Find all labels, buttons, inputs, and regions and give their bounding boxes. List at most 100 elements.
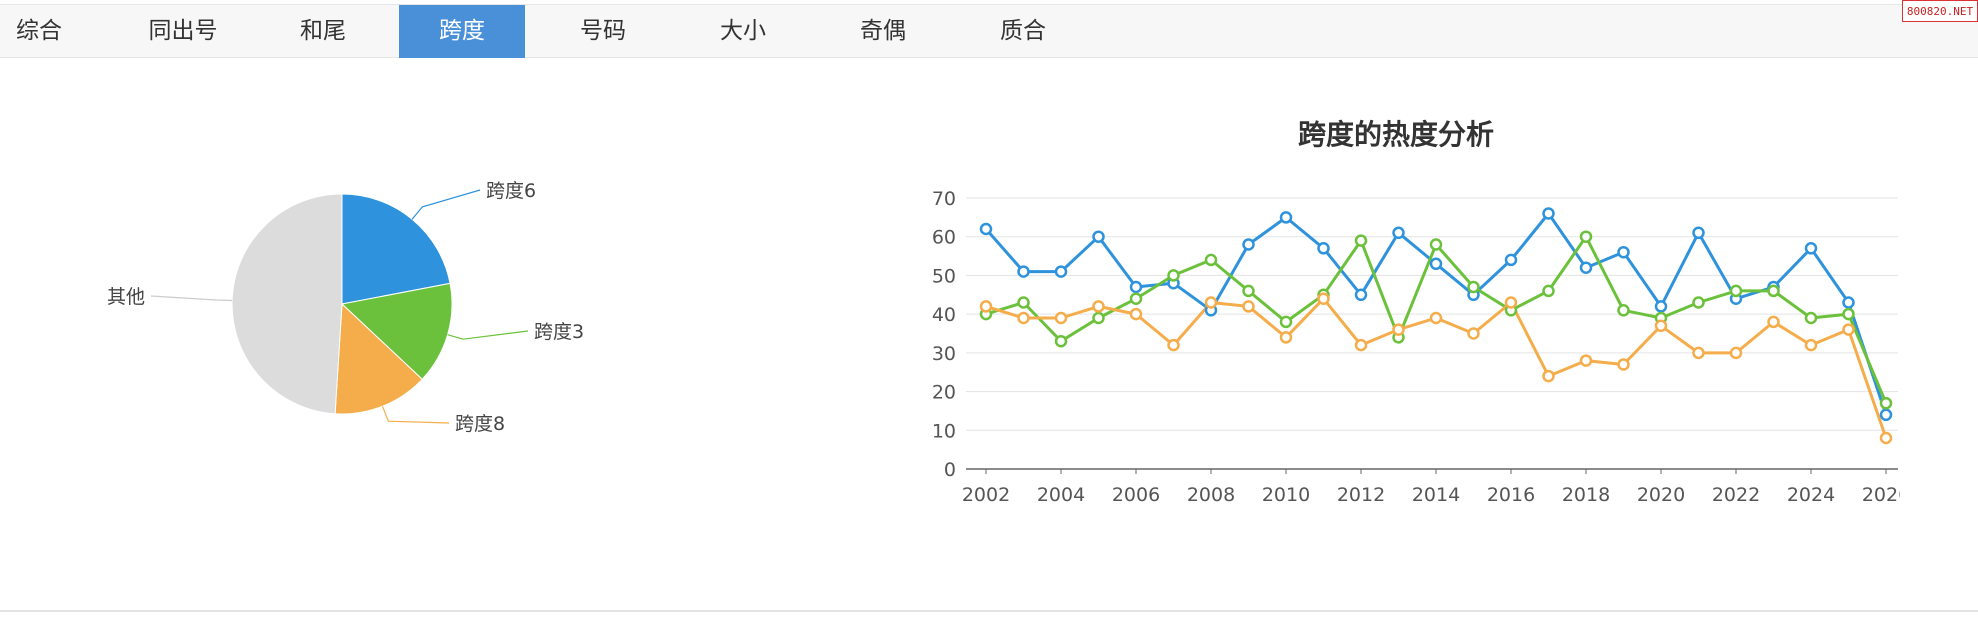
data-point[interactable] [1879,431,1893,445]
y-tick-label: 0 [944,459,956,481]
data-point[interactable] [1804,311,1818,325]
data-point[interactable] [1804,338,1818,352]
data-point[interactable] [1054,265,1068,278]
pie-slice[interactable] [341,193,451,305]
data-point[interactable] [1054,334,1068,348]
data-point[interactable] [1129,307,1143,321]
data-point[interactable] [1242,300,1255,313]
data-point[interactable] [1129,280,1143,294]
data-point[interactable] [1654,319,1668,333]
data-point[interactable] [1017,311,1030,325]
data-point[interactable] [1279,331,1293,344]
data-point[interactable] [1354,338,1368,352]
data-point[interactable] [1317,242,1330,255]
data-point[interactable] [1167,338,1180,352]
data-point[interactable] [1204,253,1218,267]
data-point[interactable] [1692,346,1705,360]
data-point[interactable] [1317,292,1330,305]
data-point[interactable] [1729,346,1743,360]
data-point[interactable] [1842,296,1855,309]
x-tick-label: 2024 [1787,484,1835,506]
tab-zonghe[interactable]: 综合 [16,18,62,44]
data-point[interactable] [1092,300,1105,313]
tab-tongchuhao[interactable]: 同出号 [148,18,218,44]
data-point[interactable] [1804,242,1818,255]
data-point[interactable] [1279,211,1293,224]
y-tick-label: 70 [932,188,956,210]
data-point[interactable] [979,222,993,236]
x-tick-label: 2006 [1112,484,1160,506]
data-point[interactable] [1017,265,1030,278]
tab-zhihe[interactable]: 质合 [1000,18,1046,44]
data-point[interactable] [1467,327,1480,340]
pie-label: 其他 [107,286,145,308]
data-point[interactable] [1542,284,1555,298]
data-point[interactable] [1129,292,1143,305]
data-point[interactable] [1579,230,1593,243]
data-point[interactable] [1617,245,1630,259]
x-tick-label: 2010 [1262,484,1310,506]
data-point[interactable] [1392,323,1405,336]
pie-label-line [150,295,233,302]
tab-kuadu[interactable]: 跨度 [399,5,525,58]
data-point[interactable] [1692,226,1705,240]
data-point[interactable] [1729,284,1743,298]
data-point[interactable] [1842,307,1855,321]
data-point[interactable] [1617,304,1630,317]
tab-daxiao[interactable]: 大小 [720,18,766,44]
data-point[interactable] [1542,369,1555,383]
y-tick-label: 30 [932,343,956,365]
data-point[interactable] [1167,269,1180,282]
data-point[interactable] [1879,396,1893,410]
data-point[interactable] [1767,284,1780,298]
y-tick-label: 20 [932,382,956,404]
data-point[interactable] [1242,238,1255,251]
data-point[interactable] [1279,315,1293,329]
data-point[interactable] [1542,207,1555,220]
data-point[interactable] [1879,408,1893,422]
x-tick-label: 2002 [962,484,1010,506]
x-tick-label: 2008 [1187,484,1235,506]
data-point[interactable] [1242,284,1255,298]
data-point[interactable] [1504,253,1518,267]
pie-label: 跨度3 [534,321,584,343]
tab-hewei[interactable]: 和尾 [300,18,346,44]
x-tick-label: 2022 [1712,484,1760,506]
tab-bar: 综合 同出号 和尾 跨度 号码 大小 奇偶 质合 [0,4,1978,58]
data-point[interactable] [1504,296,1518,309]
y-tick-label: 10 [932,420,956,442]
y-tick-label: 40 [932,304,956,326]
data-point[interactable] [979,300,993,313]
data-point[interactable] [1767,315,1780,329]
data-point[interactable] [1429,311,1443,325]
data-point[interactable] [1054,311,1068,325]
data-point[interactable] [1204,296,1218,309]
tab-haoma[interactable]: 号码 [580,18,626,44]
y-tick-label: 60 [932,227,956,249]
pie-label-line [381,406,450,424]
data-point[interactable] [1092,311,1105,325]
x-tick-label: 2016 [1487,484,1535,506]
pie-label-line [411,189,481,220]
pie-slice[interactable] [231,193,343,415]
data-point[interactable] [1654,300,1668,313]
tab-jiou[interactable]: 奇偶 [860,18,906,44]
x-tick-label: 2014 [1412,484,1460,506]
data-point[interactable] [1579,354,1593,367]
data-point[interactable] [1579,261,1593,274]
data-point[interactable] [1092,230,1105,243]
data-point[interactable] [1842,323,1855,336]
data-point[interactable] [1354,288,1368,302]
data-point[interactable] [1429,257,1443,271]
data-point[interactable] [1617,358,1630,371]
data-point[interactable] [1017,296,1030,309]
pie-slice[interactable] [334,302,423,415]
bottom-divider [0,610,1978,612]
pie-label-line [447,330,529,340]
data-point[interactable] [1467,280,1480,294]
data-point[interactable] [1354,234,1368,247]
data-point[interactable] [1692,296,1705,309]
x-tick-label: 2012 [1337,484,1385,506]
data-point[interactable] [1429,238,1443,251]
data-point[interactable] [1392,226,1405,240]
